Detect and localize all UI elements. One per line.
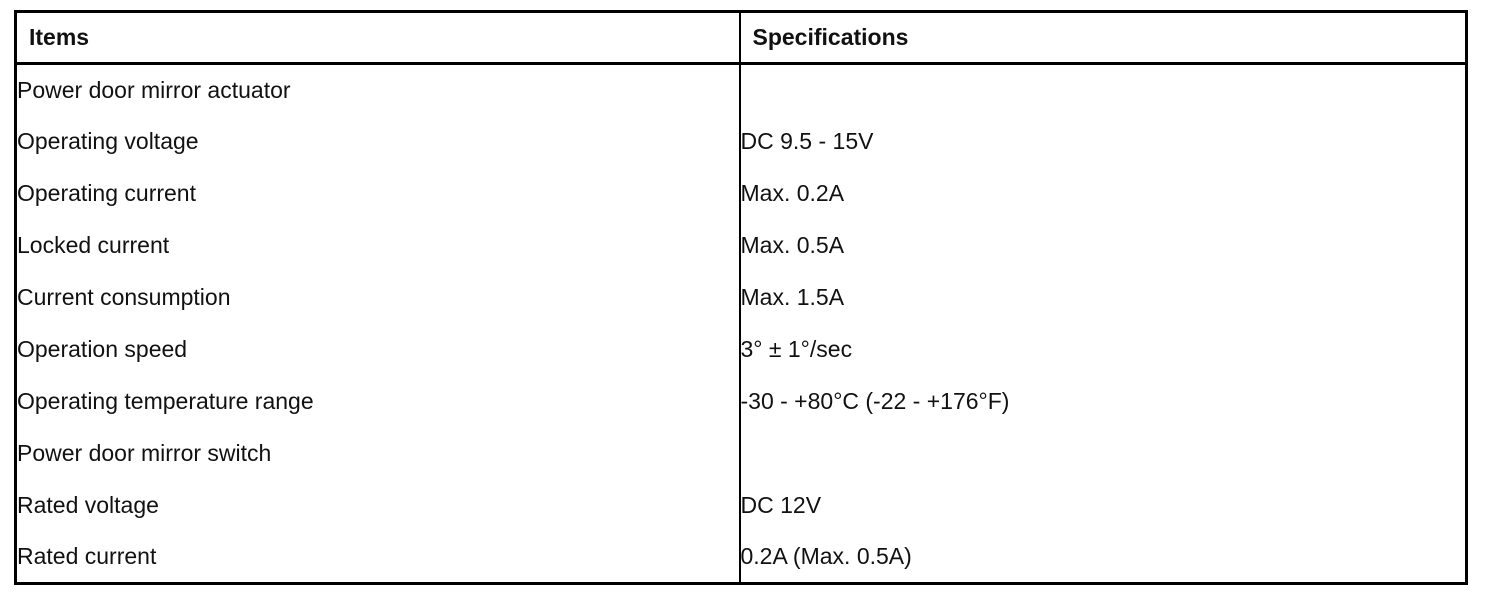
spec-table: Items Specifications Power door mirror a… [14,10,1468,585]
item-cell: Operating current [15,167,741,220]
item-row: Operating voltage DC 9.5 - 15V [15,115,1467,168]
table-body: Power door mirror actuator Operating volt… [15,63,1467,584]
header-cell: Specifications [739,11,1467,65]
item-row: Rated current 0.2A (Max. 0.5A) [15,531,1467,584]
group-title: Power door mirror switch [15,427,741,480]
spec-cell: Max. 0.2A [740,180,845,206]
group-title: Power door mirror actuator [15,63,741,116]
spec-cell: Max. 1.5A [740,284,845,310]
spec-cell: Max. 0.5A [740,232,845,258]
spec-cell: DC 12V [740,492,822,518]
group-row: Power door mirror actuator [15,63,1467,116]
item-row: Locked current Max. 0.5A [15,219,1467,272]
spec-cell [740,64,1467,116]
item-cell: Rated current [15,531,741,584]
spec-cell: 3° ± 1°/sec [740,336,853,362]
item-row: Rated voltage DC 12V [15,479,1467,532]
header-row: Items Specifications [15,11,1467,65]
item-cell: Current consumption [15,271,741,324]
item-row: Operation speed 3° ± 1°/sec [15,323,1467,376]
item-cell: Rated voltage [15,479,741,532]
header-cell: Items [15,11,741,65]
item-cell: Operating temperature range [15,375,741,428]
item-cell: Operation speed [15,323,741,376]
item-row: Operating temperature range -30 - +80°C (… [15,375,1467,428]
item-row: Current consumption Max. 1.5A [15,271,1467,324]
spec-cell: -30 - +80°C (-22 - +176°F) [740,388,1010,414]
spec-cell: 0.2A (Max. 0.5A) [740,543,912,570]
item-cell: Locked current [15,219,741,272]
group-row: Power door mirror switch [15,427,1467,480]
spec-cell: DC 9.5 - 15V [740,128,874,154]
item-row: Operating current Max. 0.2A [15,167,1467,220]
spec-cell [740,428,1467,480]
item-cell: Operating voltage [15,115,741,168]
